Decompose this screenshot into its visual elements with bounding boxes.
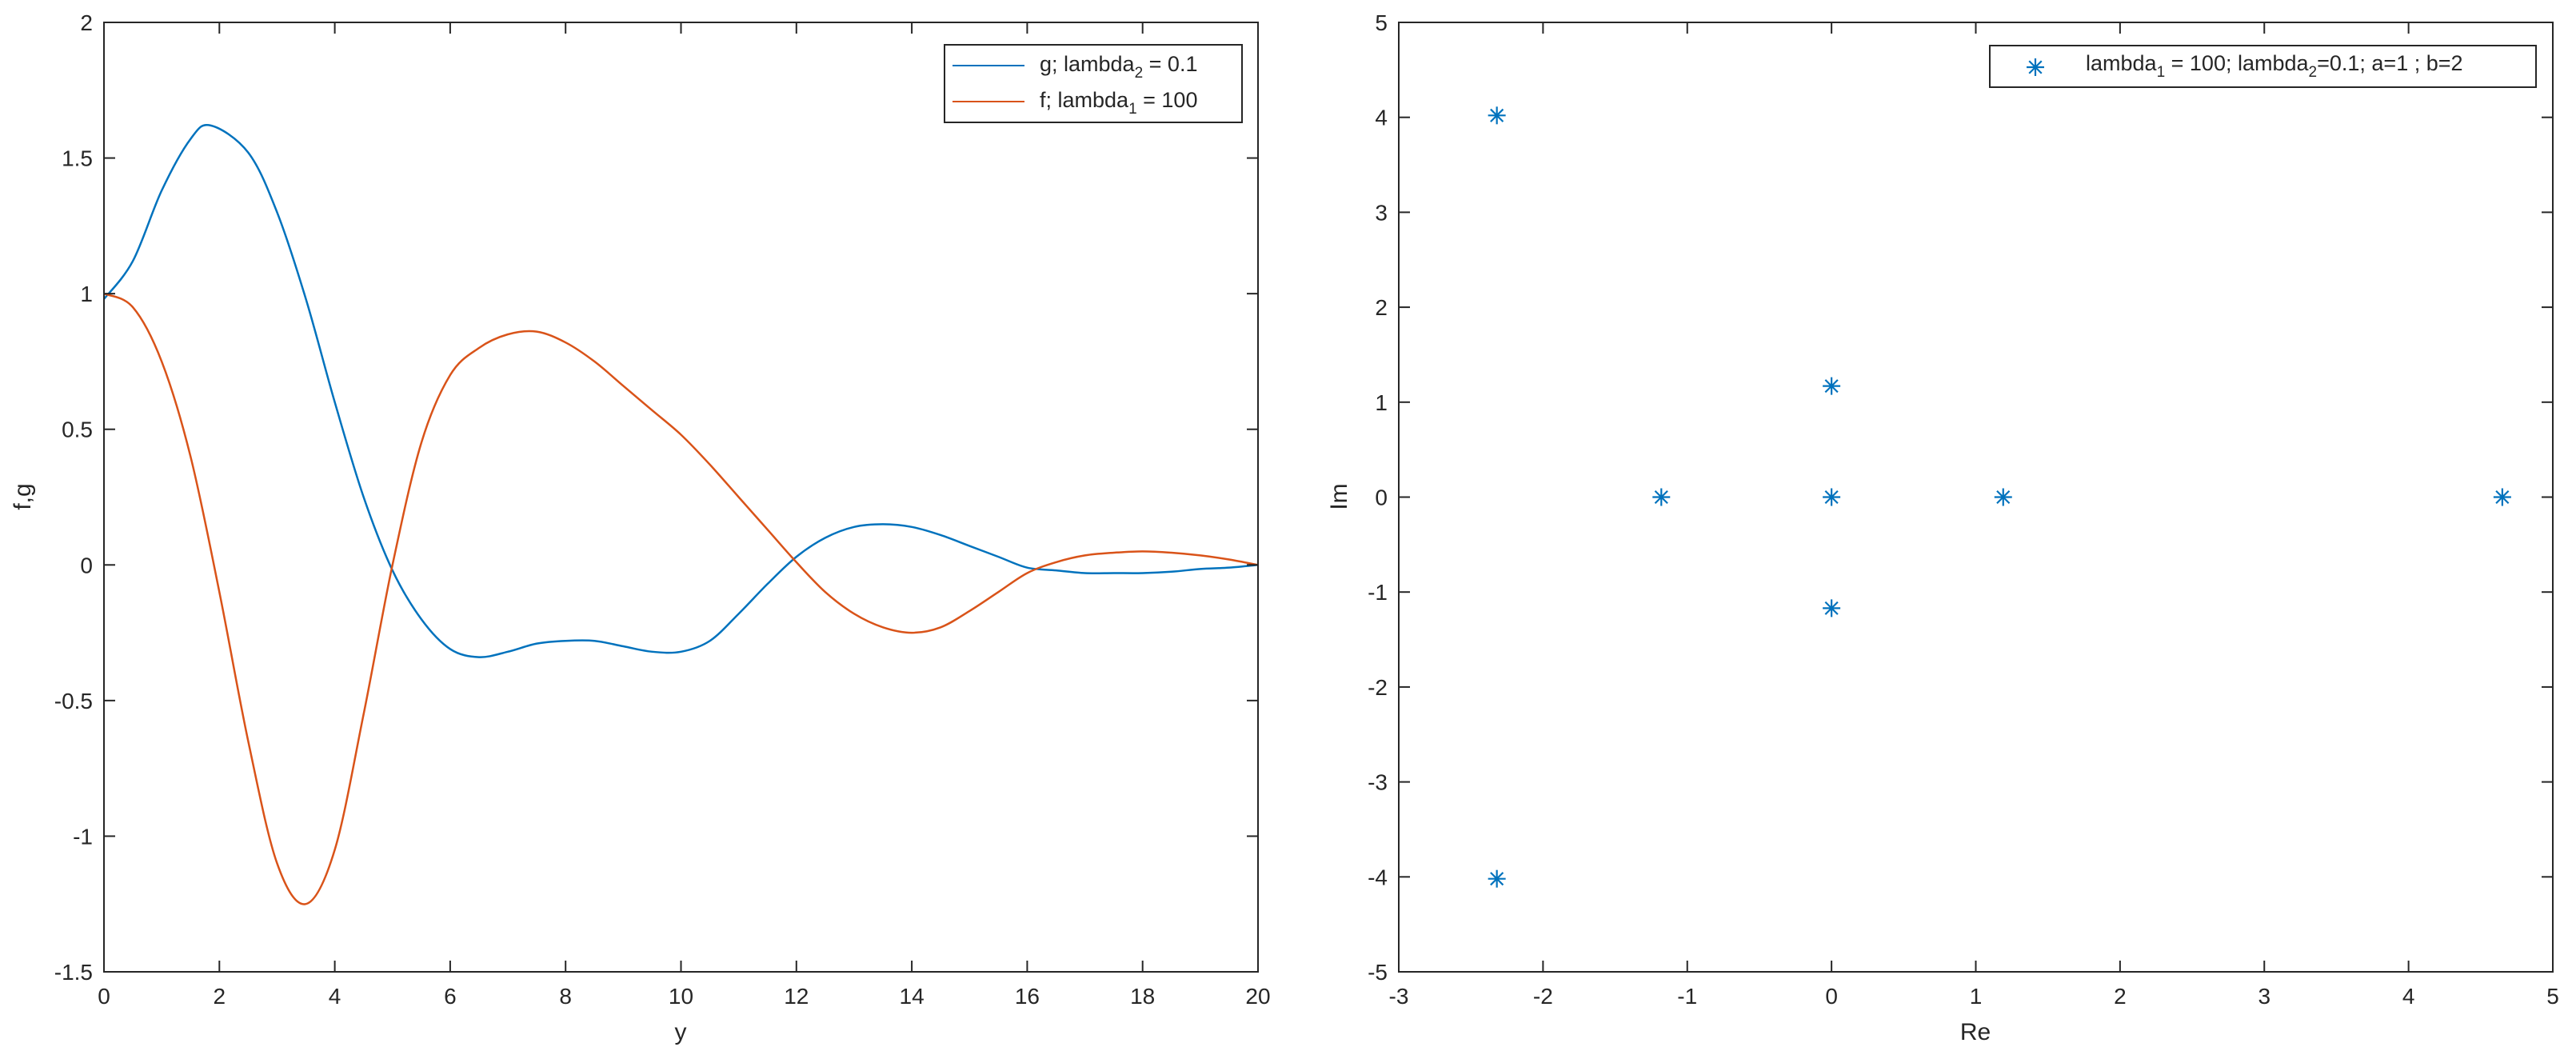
- legend-label: lambda1 = 100; lambda2=0.1; a=1 ; b=2: [2086, 51, 2463, 81]
- x-tick-label: 6: [444, 984, 457, 1009]
- y-tick-label: 0: [1375, 486, 1388, 510]
- axis-ticks: -3 -2 -1 0 1 2 3 4 5 -5 -4 -3 -2 -1 0 1 2 3 4 5: [1368, 10, 2559, 1009]
- plot-area: [1399, 22, 2553, 972]
- x-tick-label: -3: [1389, 984, 1409, 1009]
- y-tick-label: 3: [1375, 200, 1388, 225]
- y-tick-label: -5: [1368, 960, 1388, 985]
- y-tick-label: 4: [1375, 106, 1388, 130]
- line-plot: 0 2 4 6 8 10 12 14 16 18 20 -1.5 -1 -0.5 0 0.5 1 1.5 2 y f…: [10, 10, 1271, 1045]
- y-tick-label: 2: [80, 10, 93, 35]
- legend-label-g: g; lambda2 = 0.1: [1040, 52, 1197, 82]
- x-tick-label: 8: [559, 984, 572, 1009]
- series-lines: [103, 123, 1259, 905]
- eigenvalue-point: [1488, 106, 1506, 125]
- legend-label-f: f; lambda1 = 100: [1040, 88, 1197, 118]
- x-tick-label: 4: [329, 984, 341, 1009]
- y-tick-label: 1: [1375, 390, 1388, 415]
- y-tick-label: -3: [1368, 770, 1388, 795]
- series-points: [1488, 106, 2511, 888]
- y-tick-label: -2: [1368, 675, 1388, 700]
- x-tick-label: 5: [2546, 984, 2559, 1009]
- y-tick-label: 1: [80, 282, 93, 306]
- eigenvalue-point: [1652, 488, 1671, 506]
- scatter-plot: -3 -2 -1 0 1 2 3 4 5 -5 -4 -3 -2 -1 0 1 2 3 4 5 Re Im lambd…: [1326, 10, 2559, 1045]
- y-tick-label: 0.5: [62, 418, 93, 442]
- x-tick-label: -1: [1677, 984, 1697, 1009]
- x-tick-label: 3: [2258, 984, 2270, 1009]
- legend-marker-asterisk: [2027, 58, 2044, 76]
- y-tick-label: -0.5: [54, 689, 93, 713]
- plot-area: [104, 22, 1258, 972]
- legend: g; lambda2 = 0.1 f; lambda1 = 100: [944, 44, 1243, 123]
- legend-box: [1989, 45, 2537, 88]
- eigenvalue-point: [1823, 377, 1841, 395]
- y-tick-label: 2: [1375, 295, 1388, 320]
- eigenvalue-point: [1823, 488, 1841, 506]
- x-tick-label: 18: [1130, 984, 1155, 1009]
- y-axis-label: Im: [1326, 483, 1352, 510]
- y-axis-label: f,g: [10, 483, 36, 510]
- y-tick-label: -1: [1368, 580, 1388, 605]
- x-tick-label: 20: [1245, 984, 1270, 1009]
- x-tick-label: 1: [1970, 984, 1983, 1009]
- series-line-f: [103, 292, 1259, 905]
- y-tick-label: 5: [1375, 10, 1388, 35]
- x-tick-label: 14: [900, 984, 925, 1009]
- y-tick-label: 1.5: [62, 146, 93, 171]
- eigenvalue-point: [1994, 488, 2012, 506]
- eigenvalue-point: [1823, 599, 1841, 617]
- x-tick-label: 2: [2114, 984, 2127, 1009]
- x-tick-label: 0: [98, 984, 110, 1009]
- x-axis-label: y: [675, 1019, 687, 1045]
- legend-box: [944, 44, 1243, 123]
- x-tick-label: -2: [1533, 984, 1553, 1009]
- eigenvalue-point: [2493, 488, 2511, 506]
- x-tick-label: 4: [2402, 984, 2415, 1009]
- axis-ticks: 0 2 4 6 8 10 12 14 16 18 20 -1.5 -1 -0.5 0 0.5 1 1.5 2: [54, 10, 1271, 1009]
- series-line-g: [103, 123, 1259, 658]
- x-tick-label: 10: [669, 984, 693, 1009]
- x-tick-label: 12: [784, 984, 809, 1009]
- y-tick-label: 0: [80, 553, 93, 577]
- x-tick-label: 2: [214, 984, 226, 1009]
- legend-marker: [2027, 58, 2044, 76]
- y-tick-label: -1.5: [54, 960, 93, 985]
- x-axis-label: Re: [1960, 1019, 1991, 1045]
- eigenvalue-point: [1488, 869, 1506, 888]
- y-tick-label: -4: [1368, 865, 1388, 889]
- x-tick-label: 16: [1015, 984, 1040, 1009]
- legend: lambda1 = 100; lambda2=0.1; a=1 ; b=2: [1989, 45, 2537, 88]
- x-tick-label: 0: [1825, 984, 1838, 1009]
- y-tick-label: -1: [73, 824, 93, 849]
